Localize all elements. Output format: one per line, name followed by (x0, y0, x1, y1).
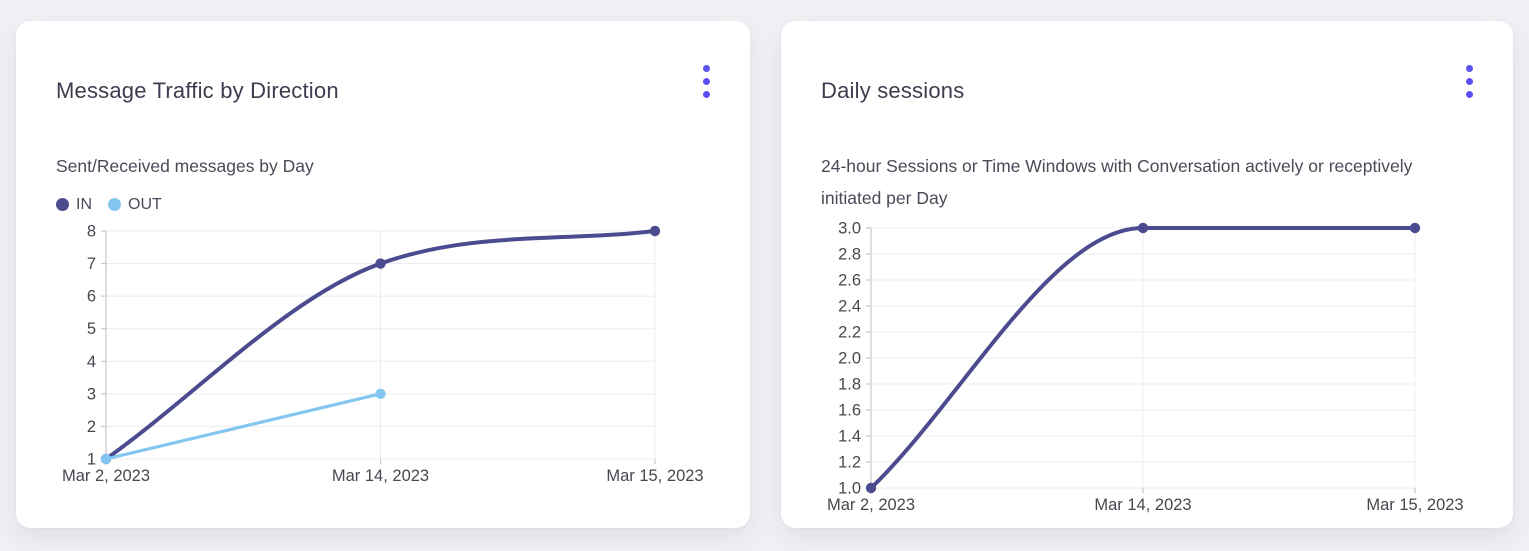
message-traffic-chart: 1 2 3 4 5 6 7 8 Mar 2, 2023 Mar 14, 2023 Mar 15, 2… (62, 222, 704, 485)
data-point (1137, 222, 1149, 233)
y-tick-label: 2.0 (838, 349, 861, 367)
legend-item-out[interactable]: OUT (108, 196, 162, 214)
y-tick-label: 2.6 (838, 271, 861, 289)
card-title: Daily sessions (821, 78, 965, 104)
legend-label: OUT (128, 195, 162, 213)
card-subtitle: 24-hour Sessions or Time Windows with Co… (821, 155, 1413, 208)
chart-legend: IN OUT (56, 194, 710, 216)
card-header: Message Traffic by Direction (56, 58, 710, 124)
y-tick-label: 3 (87, 385, 96, 403)
x-tick-label: Mar 14, 2023 (332, 467, 429, 485)
card-title: Message Traffic by Direction (56, 78, 339, 104)
y-tick-label: 1.4 (838, 427, 861, 445)
y-tick-label: 1 (87, 450, 96, 468)
legend-dot-in (56, 198, 69, 211)
x-tick-label: Mar 2, 2023 (827, 496, 915, 514)
x-tick-label: Mar 14, 2023 (1094, 496, 1191, 514)
y-tick-label: 5 (87, 320, 96, 338)
legend-item-in[interactable]: IN (56, 196, 92, 214)
message-traffic-card: Message Traffic by Direction Sent/Receiv… (16, 21, 750, 528)
y-tick-label: 2 (87, 417, 96, 435)
x-tick-label: Mar 2, 2023 (62, 467, 150, 485)
data-point (1409, 222, 1421, 233)
legend-dot-out (108, 198, 121, 211)
daily-sessions-menu-button[interactable] (1458, 60, 1481, 103)
y-tick-label: 3.0 (838, 219, 861, 237)
y-tick-label: 2.2 (838, 323, 861, 341)
data-point (100, 453, 112, 464)
message-traffic-menu-button[interactable] (695, 60, 718, 103)
y-tick-label: 1.0 (838, 479, 861, 497)
y-tick-label: 6 (87, 287, 96, 305)
card-header: Daily sessions (821, 58, 1473, 124)
y-tick-label: 8 (87, 222, 96, 240)
daily-sessions-chart: 1.0 1.2 1.4 1.6 1.8 2.0 2.2 2.4 2.6 2.8 3.0 Mar 2, … (827, 219, 1464, 514)
y-tick-label: 2.4 (838, 297, 861, 315)
daily-sessions-card: Daily sessions 24-hour Sessions or Time … (781, 21, 1513, 528)
kebab-menu-icon (703, 65, 710, 98)
data-point (865, 482, 877, 493)
kebab-menu-icon (1466, 65, 1473, 98)
y-tick-label: 2.8 (838, 245, 861, 263)
y-tick-label: 7 (87, 255, 96, 273)
y-tick-label: 1.6 (838, 401, 861, 419)
series-line-out (104, 391, 383, 461)
x-tick-label: Mar 15, 2023 (1366, 496, 1463, 514)
legend-label: IN (76, 195, 92, 213)
card-subtitle: Sent/Received messages by Day (56, 155, 314, 176)
data-point (375, 257, 386, 269)
y-tick-label: 4 (87, 352, 96, 370)
series-line-daily-sessions (869, 225, 1417, 490)
x-tick-label: Mar 15, 2023 (606, 467, 703, 485)
data-point (649, 225, 661, 236)
data-point (375, 388, 386, 399)
y-tick-label: 1.2 (838, 453, 861, 471)
y-tick-label: 1.8 (838, 375, 861, 393)
